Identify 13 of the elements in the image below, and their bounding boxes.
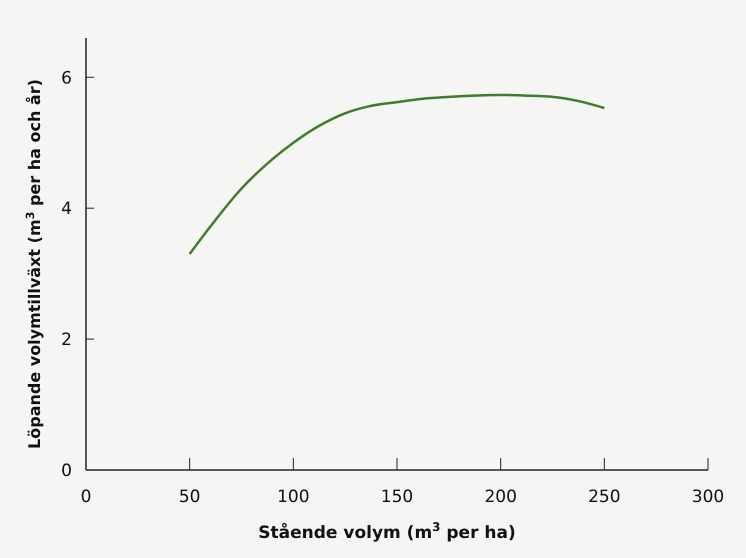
x-tick-label: 150: [380, 487, 414, 507]
y-tick-label: 0: [61, 461, 72, 481]
x-tick-label: 100: [277, 487, 310, 507]
x-tick-label: 200: [484, 487, 517, 507]
x-axis-title: Stående volym (m$^{3}$ per ha): [258, 520, 516, 543]
x-tick-label: 300: [692, 487, 724, 507]
line-series: [188, 94, 606, 256]
x-tick-label: 0: [80, 487, 92, 507]
y-tick-label: 4: [61, 199, 72, 220]
y-tick-label: 6: [61, 68, 72, 88]
y-tick-label: 2: [61, 330, 72, 350]
x-tick-label: 50: [178, 487, 200, 507]
x-tick-label: 250: [588, 487, 621, 507]
